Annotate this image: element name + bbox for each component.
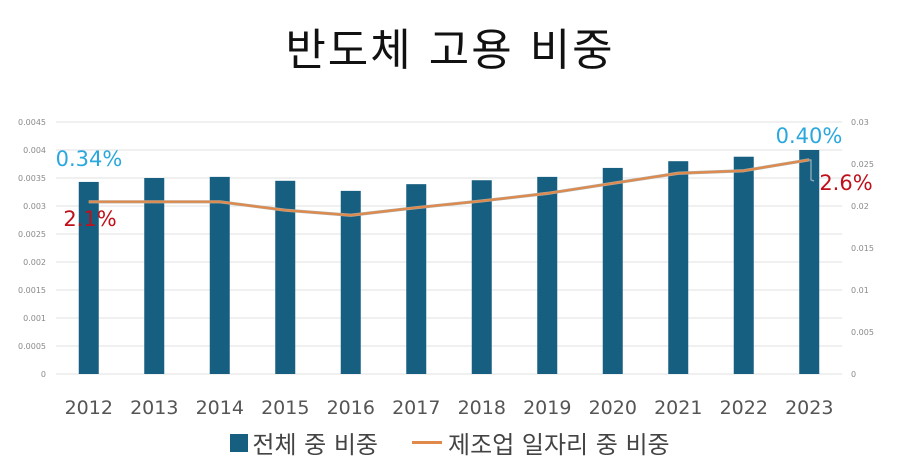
chart-title: 반도체 고용 비중 [285, 25, 615, 76]
left-y-axis: 0 0.0005 0.001 0.0015 0.002 0.0025 0.003 0.0035… [18, 118, 46, 379]
left-axis-tick: 0.0015 [18, 286, 46, 295]
x-tick-label: 2015 [261, 397, 309, 419]
line-swatch-icon [412, 441, 443, 444]
bar-2018 [471, 180, 492, 374]
data-labels: 0.34% 2.1% 0.40% 2.6% [56, 124, 873, 231]
left-axis-tick: 0 [41, 370, 46, 379]
bar-2023 [799, 150, 820, 374]
right-y-axis: 0 0.005 0.01 0.015 0.02 0.025 0.03 [851, 118, 874, 379]
bar-2021 [668, 161, 689, 374]
left-axis-tick: 0.0005 [18, 342, 46, 351]
data-label: 2.1% [63, 207, 116, 231]
legend-item-bar: 전체 중 비중 [230, 425, 378, 460]
right-axis-tick: 0.02 [851, 202, 869, 211]
x-axis: 2012 2013 2014 2015 2016 2017 2018 2019 2020 2021… [65, 397, 834, 419]
x-tick-label: 2023 [785, 397, 833, 419]
line-series [88, 158, 810, 217]
bar-2017 [406, 184, 427, 374]
legend-item-line: 제조업 일자리 중 비중 [412, 425, 670, 460]
left-axis-tick: 0.002 [23, 258, 46, 267]
x-tick-label: 2016 [327, 397, 375, 419]
data-label: 2.6% [819, 171, 872, 195]
x-tick-label: 2020 [589, 397, 637, 419]
left-axis-tick: 0.0045 [18, 118, 46, 127]
right-axis-tick: 0.005 [851, 328, 874, 337]
bar-2020 [602, 167, 623, 374]
gridlines [56, 121, 842, 375]
bar-2022 [733, 156, 754, 374]
data-label: 0.40% [776, 124, 843, 148]
x-tick-label: 2018 [458, 397, 506, 419]
x-tick-label: 2012 [65, 397, 113, 419]
bar-2013 [144, 178, 165, 374]
legend: 전체 중 비중 제조업 일자리 중 비중 [0, 425, 900, 460]
x-tick-label: 2022 [720, 397, 768, 419]
x-tick-label: 2014 [196, 397, 244, 419]
data-label: 0.34% [56, 147, 123, 171]
left-axis-tick: 0.0035 [18, 174, 46, 183]
bar-series [78, 150, 820, 374]
right-axis-tick: 0.01 [851, 286, 869, 295]
legend-label-bar: 전체 중 비중 [252, 431, 379, 459]
right-axis-tick: 0.015 [851, 244, 874, 253]
bar-swatch-icon [230, 433, 249, 452]
left-axis-tick: 0.0025 [18, 230, 46, 239]
left-axis-tick: 0.003 [23, 202, 46, 211]
x-tick-label: 2019 [523, 397, 571, 419]
left-axis-tick: 0.001 [23, 314, 46, 323]
bar-2016 [340, 190, 361, 374]
right-axis-tick: 0.03 [851, 118, 869, 127]
legend-label-line: 제조업 일자리 중 비중 [448, 431, 670, 459]
left-axis-tick: 0.004 [23, 146, 46, 155]
x-tick-label: 2013 [130, 397, 178, 419]
bar-2019 [537, 176, 558, 374]
x-tick-label: 2021 [654, 397, 702, 419]
bar-2015 [275, 180, 296, 374]
line-path [88, 158, 810, 217]
right-axis-tick: 0.025 [851, 160, 874, 169]
bar-2012 [78, 181, 99, 374]
right-axis-tick: 0 [851, 370, 856, 379]
bar-2014 [209, 176, 230, 374]
x-tick-label: 2017 [392, 397, 440, 419]
